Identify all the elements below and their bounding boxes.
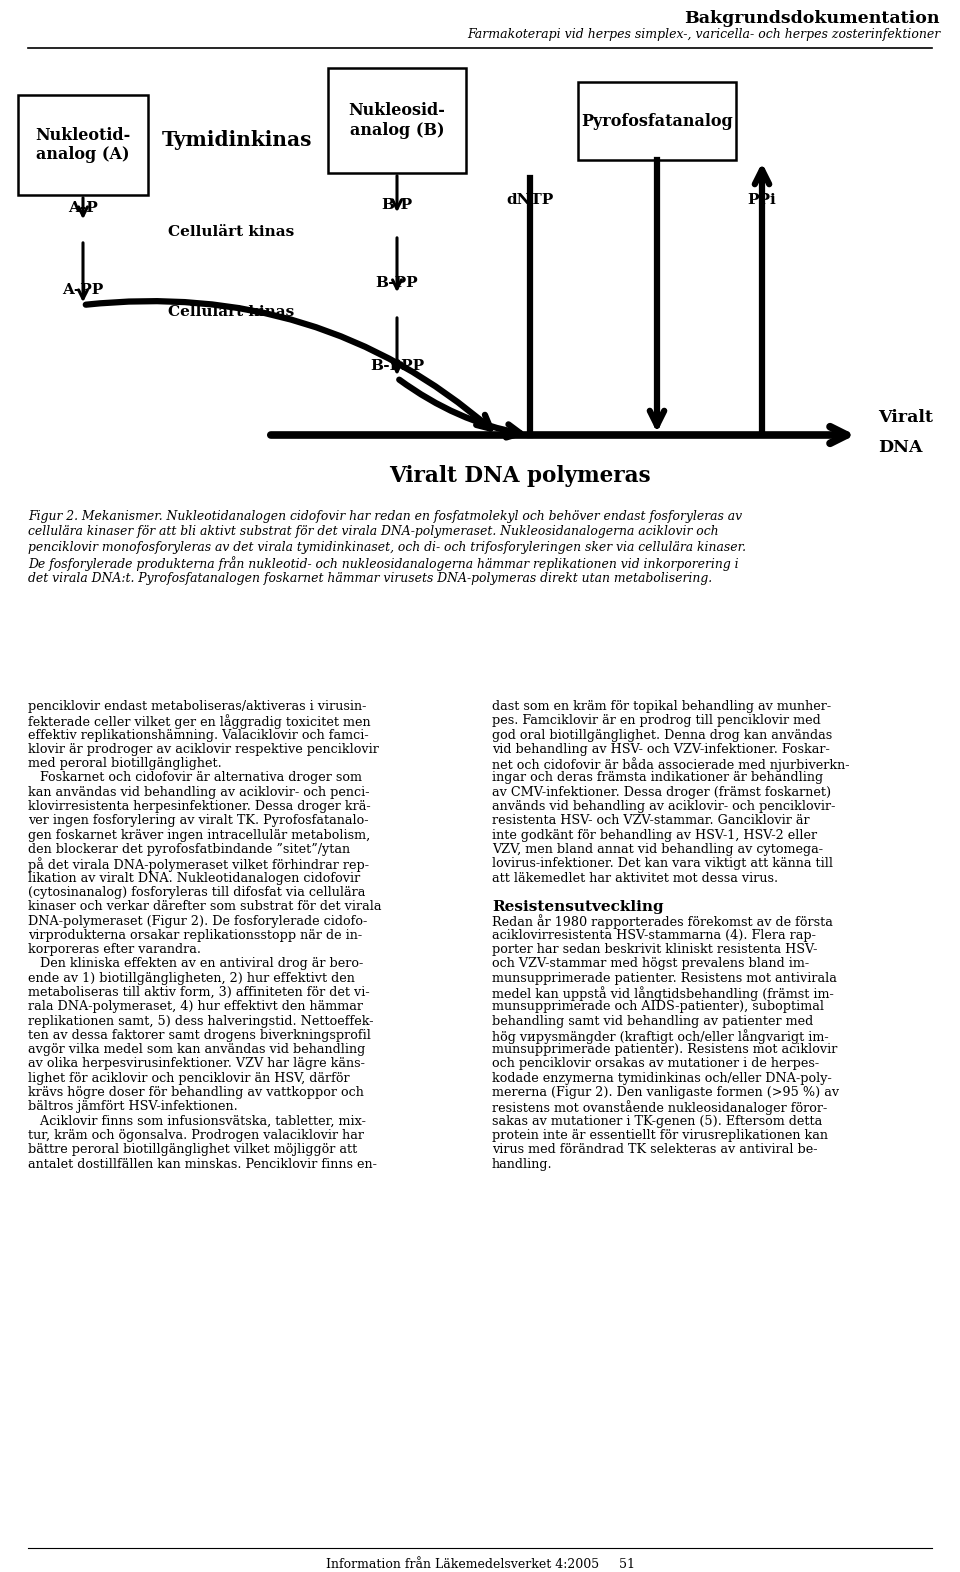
Text: Cellulärt kinas: Cellulärt kinas [168, 305, 295, 319]
Text: Nukleosid-
analog (B): Nukleosid- analog (B) [348, 102, 445, 138]
Text: metaboliseras till aktiv form, 3) affiniteten för det vi-: metaboliseras till aktiv form, 3) affini… [28, 986, 370, 998]
Text: korporeras efter varandra.: korporeras efter varandra. [28, 943, 201, 956]
Text: dNTP: dNTP [506, 193, 554, 208]
Text: cellulära kinaser för att bli aktivt substrat för det virala DNA-polymeraset. Nu: cellulära kinaser för att bli aktivt sub… [28, 525, 719, 539]
Text: dast som en kräm för topikal behandling av munher-: dast som en kräm för topikal behandling … [492, 700, 831, 714]
Text: Resistensutveckling: Resistensutveckling [492, 901, 663, 915]
Text: medel kan uppstå vid långtidsbehandling (främst im-: medel kan uppstå vid långtidsbehandling … [492, 986, 833, 1001]
Text: munsupprimerade patienter). Resistens mot aciklovir: munsupprimerade patienter). Resistens mo… [492, 1044, 837, 1056]
Text: Tymidinkinas: Tymidinkinas [162, 130, 313, 149]
Text: klovir är prodroger av aciklovir respektive penciklovir: klovir är prodroger av aciklovir respekt… [28, 744, 379, 756]
Text: klovirresistenta herpesinfektioner. Dessa droger krä-: klovirresistenta herpesinfektioner. Dess… [28, 800, 371, 813]
Text: bältros jämfört HSV-infektionen.: bältros jämfört HSV-infektionen. [28, 1100, 238, 1113]
Text: med peroral biotillgänglighet.: med peroral biotillgänglighet. [28, 758, 222, 770]
Text: ver ingen fosforylering av viralt TK. Pyrofosfatanalo-: ver ingen fosforylering av viralt TK. Py… [28, 814, 369, 827]
Text: Den kliniska effekten av en antiviral drog är bero-: Den kliniska effekten av en antiviral dr… [28, 957, 363, 970]
Text: att läkemedlet har aktivitet mot dessa virus.: att läkemedlet har aktivitet mot dessa v… [492, 871, 779, 885]
Text: Aciklovir finns som infusionsvätska, tabletter, mix-: Aciklovir finns som infusionsvätska, tab… [28, 1115, 366, 1127]
FancyBboxPatch shape [578, 82, 736, 160]
Text: likation av viralt DNA. Nukleotidanalogen cidofovir: likation av viralt DNA. Nukleotidanaloge… [28, 871, 360, 885]
Text: ingar och deras främsta indikationer är behandling: ingar och deras främsta indikationer är … [492, 772, 823, 784]
Text: Pyrofosfatanalog: Pyrofosfatanalog [581, 113, 732, 129]
Text: hög vируsmängder (kraftigt och/eller långvarigt im-: hög vируsmängder (kraftigt och/eller lån… [492, 1030, 828, 1044]
Text: antalet dostillfällen kan minskas. Penciklovir finns en-: antalet dostillfällen kan minskas. Penci… [28, 1157, 377, 1171]
Text: ende av 1) biotillgängligheten, 2) hur effektivt den: ende av 1) biotillgängligheten, 2) hur e… [28, 971, 355, 984]
Text: penciklovir monofosforyleras av det virala tymidinkinaset, och di- och trifosfor: penciklovir monofosforyleras av det vira… [28, 541, 746, 553]
Text: PPi: PPi [748, 193, 777, 208]
Text: net och cidofovir är båda associerade med njurbiverkn-: net och cidofovir är båda associerade me… [492, 758, 850, 772]
Text: effektiv replikationshämning. Valaciklovir och famci-: effektiv replikationshämning. Valaciklov… [28, 728, 369, 742]
Text: den blockerar det pyrofosfatbindande ”sitet”/ytan: den blockerar det pyrofosfatbindande ”si… [28, 843, 350, 857]
Text: mererna (Figur 2). Den vanligaste formen (>95 %) av: mererna (Figur 2). Den vanligaste formen… [492, 1086, 839, 1099]
Text: Foskarnet och cidofovir är alternativa droger som: Foskarnet och cidofovir är alternativa d… [28, 772, 362, 784]
Text: fekterade celler vilket ger en låggradig toxicitet men: fekterade celler vilket ger en låggradig… [28, 714, 371, 729]
Text: rala DNA-polymeraset, 4) hur effektivt den hämmar: rala DNA-polymeraset, 4) hur effektivt d… [28, 1000, 363, 1014]
Text: penciklovir endast metaboliseras/aktiveras i virusin-: penciklovir endast metaboliseras/aktiver… [28, 700, 367, 714]
Text: krävs högre doser för behandling av vattkoppor och: krävs högre doser för behandling av vatt… [28, 1086, 364, 1099]
Text: och penciklovir orsakas av mutationer i de herpes-: och penciklovir orsakas av mutationer i … [492, 1058, 819, 1071]
Text: Cellulärt kinas: Cellulärt kinas [168, 225, 295, 239]
Text: resistenta HSV- och VZV-stammar. Ganciklovir är: resistenta HSV- och VZV-stammar. Gancikl… [492, 814, 809, 827]
Text: VZV, men bland annat vid behandling av cytomega-: VZV, men bland annat vid behandling av c… [492, 843, 823, 857]
FancyBboxPatch shape [328, 68, 466, 173]
Text: Redan år 1980 rapporterades förekomst av de första: Redan år 1980 rapporterades förekomst av… [492, 915, 833, 929]
Text: det virala DNA:t. Pyrofosfatanalogen foskarnet hämmar virusets DNA-polymeras dir: det virala DNA:t. Pyrofosfatanalogen fos… [28, 572, 712, 585]
Text: ten av dessa faktorer samt drogens biverkningsprofil: ten av dessa faktorer samt drogens biver… [28, 1030, 371, 1042]
Text: handling.: handling. [492, 1157, 553, 1171]
Text: avgör vilka medel som kan användas vid behandling: avgör vilka medel som kan användas vid b… [28, 1044, 365, 1056]
Text: virprodukterna orsakar replikationsstopp när de in-: virprodukterna orsakar replikationsstopp… [28, 929, 362, 942]
Text: munsupprimerade och AIDS-patienter), suboptimal: munsupprimerade och AIDS-patienter), sub… [492, 1000, 824, 1014]
Text: god oral biotillgänglighet. Denna drog kan användas: god oral biotillgänglighet. Denna drog k… [492, 728, 832, 742]
Text: Viralt DNA polymeras: Viralt DNA polymeras [389, 465, 651, 487]
Text: virus med förändrad TK selekteras av antiviral be-: virus med förändrad TK selekteras av ant… [492, 1143, 818, 1157]
Text: av olika herpesvirusinfektioner. VZV har lägre käns-: av olika herpesvirusinfektioner. VZV har… [28, 1058, 365, 1071]
Text: (cytosinanalog) fosforyleras till difosfat via cellulära: (cytosinanalog) fosforyleras till difosf… [28, 887, 366, 899]
Text: B-PP: B-PP [375, 277, 419, 289]
Text: tur, kräm och ögonsalva. Prodrogen valaciklovir har: tur, kräm och ögonsalva. Prodrogen valac… [28, 1129, 364, 1141]
Text: DNA: DNA [878, 440, 923, 456]
Text: och VZV-stammar med högst prevalens bland im-: och VZV-stammar med högst prevalens blan… [492, 957, 809, 970]
Text: Figur 2. Mekanismer. Nukleotidanalogen cidofovir har redan en fosfatmolekyl och : Figur 2. Mekanismer. Nukleotidanalogen c… [28, 509, 742, 523]
Text: på det virala DNA-polymeraset vilket förhindrar rep-: på det virala DNA-polymeraset vilket för… [28, 857, 369, 872]
Text: resistens mot ovanstående nukleosidanaloger föror-: resistens mot ovanstående nukleosidanalo… [492, 1100, 828, 1115]
Text: B-P: B-P [381, 198, 413, 212]
Text: lighet för aciklovir och penciklovir än HSV, därför: lighet för aciklovir och penciklovir än … [28, 1072, 349, 1085]
Text: De fosforylerade produkterna från nukleotid- och nukleosidanalogerna hämmar repl: De fosforylerade produkterna från nukleo… [28, 556, 738, 571]
Text: kodade enzymerna tymidinkinas och/eller DNA-poly-: kodade enzymerna tymidinkinas och/eller … [492, 1072, 831, 1085]
Text: Nukleotid-
analog (A): Nukleotid- analog (A) [36, 127, 131, 163]
Text: replikationen samt, 5) dess halveringstid. Nettoeffek-: replikationen samt, 5) dess halveringsti… [28, 1014, 373, 1028]
Text: används vid behandling av aciklovir- och penciklovir-: används vid behandling av aciklovir- och… [492, 800, 835, 813]
Text: av CMV-infektioner. Dessa droger (främst foskarnet): av CMV-infektioner. Dessa droger (främst… [492, 786, 831, 799]
Text: gen foskarnet kräver ingen intracellulär metabolism,: gen foskarnet kräver ingen intracellulär… [28, 828, 371, 841]
Text: DNA-polymeraset (Figur 2). De fosforylerade cidofo-: DNA-polymeraset (Figur 2). De fosforyler… [28, 915, 368, 927]
Text: vid behandling av HSV- och VZV-infektioner. Foskar-: vid behandling av HSV- och VZV-infektion… [492, 744, 829, 756]
Text: Farmakoterapi vid herpes simplex-, varicella- och herpes zosterinfektioner: Farmakoterapi vid herpes simplex-, varic… [467, 28, 940, 41]
Text: pes. Famciklovir är en prodrog till penciklovir med: pes. Famciklovir är en prodrog till penc… [492, 714, 821, 728]
Text: A-PP: A-PP [62, 283, 104, 297]
Text: protein inte är essentiellt för virusreplikationen kan: protein inte är essentiellt för virusrep… [492, 1129, 828, 1141]
Text: behandling samt vid behandling av patienter med: behandling samt vid behandling av patien… [492, 1014, 813, 1028]
Text: Information från Läkemedelsverket 4:2005     51: Information från Läkemedelsverket 4:2005… [325, 1558, 635, 1570]
Text: kan användas vid behandling av aciklovir- och penci-: kan användas vid behandling av aciklovir… [28, 786, 370, 799]
Text: Viralt: Viralt [878, 409, 933, 426]
Text: A-P: A-P [68, 201, 98, 215]
Text: aciklovirresistenta HSV-stammarna (4). Flera rap-: aciklovirresistenta HSV-stammarna (4). F… [492, 929, 816, 942]
FancyBboxPatch shape [18, 94, 148, 195]
Text: kinaser och verkar därefter som substrat för det virala: kinaser och verkar därefter som substrat… [28, 901, 381, 913]
Text: sakas av mutationer i TK-genen (5). Eftersom detta: sakas av mutationer i TK-genen (5). Efte… [492, 1115, 823, 1127]
Text: munsupprimerade patienter. Resistens mot antivirala: munsupprimerade patienter. Resistens mot… [492, 971, 837, 984]
Text: lovirus-infektioner. Det kan vara viktigt att känna till: lovirus-infektioner. Det kan vara viktig… [492, 857, 833, 871]
Text: bättre peroral biotillgänglighet vilket möjliggör att: bättre peroral biotillgänglighet vilket … [28, 1143, 357, 1157]
Text: inte godkänt för behandling av HSV-1, HSV-2 eller: inte godkänt för behandling av HSV-1, HS… [492, 828, 817, 841]
Text: porter har sedan beskrivit kliniskt resistenta HSV-: porter har sedan beskrivit kliniskt resi… [492, 943, 817, 956]
Text: Bakgrundsdokumentation: Bakgrundsdokumentation [684, 9, 940, 27]
Text: B-PPP: B-PPP [370, 358, 424, 373]
